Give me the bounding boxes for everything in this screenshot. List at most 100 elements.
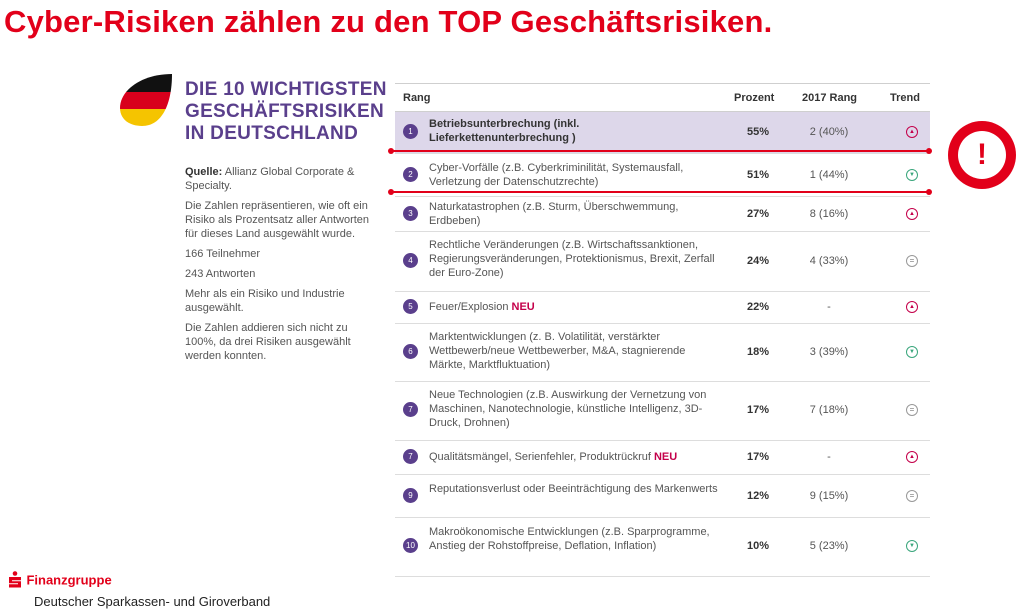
risk-text: Qualitätsmängel, Serienfehler, Produktrü… [429, 451, 651, 463]
table-row: 4 Rechtliche Veränderungen (z.B. Wirtscha… [395, 232, 930, 292]
prev-rank-value: 9 (15%) [809, 490, 849, 502]
header-percent: Prozent [734, 92, 775, 104]
source-notes: Quelle: Allianz Global Corporate & Speci… [185, 165, 375, 369]
germany-flag-icon [120, 74, 172, 126]
prev-rank-value: 2 (40%) [809, 126, 849, 138]
table-row: 6 Marktentwicklungen (z. B. Volatilität, … [395, 324, 930, 382]
highlight-line-top [388, 148, 932, 154]
sparkasse-logo: Finanzgruppe Deutscher Sparkassen- und G… [8, 571, 270, 609]
percent-value: 22% [747, 301, 770, 313]
risk-description: Feuer/Explosion NEU [429, 300, 719, 314]
prev-rank-value: 8 (16%) [809, 208, 849, 220]
prev-rank-value: 1 (44%) [809, 169, 849, 181]
risk-description: Neue Technologien (z.B. Auswirkung der V… [429, 388, 719, 430]
table-row: 10 Makroökonomische Entwicklungen (z.B. S… [395, 518, 930, 577]
sparkasse-s-icon [9, 571, 21, 588]
rank-badge: 1 [403, 124, 418, 139]
rank-badge: 2 [403, 167, 418, 182]
percent-value: 55% [747, 126, 770, 138]
table-row: 7 Qualitätsmängel, Serienfehler, Produktr… [395, 441, 930, 475]
risk-description: Cyber-Vorfälle (z.B. Cyberkriminilität, … [429, 161, 719, 189]
panel-heading-line: DIE 10 WICHTIGSTEN [185, 79, 387, 100]
alert-icon: ! [948, 121, 1016, 189]
trend-up-icon: ▲ [906, 126, 918, 138]
rank-badge: 4 [403, 253, 418, 268]
prev-rank-value: 7 (18%) [809, 404, 849, 416]
panel-heading-line: GESCHÄFTSRISIKEN [185, 101, 385, 122]
header-trend: Trend [890, 92, 920, 104]
trend-eq-icon: = [906, 490, 918, 502]
panel-heading-line: IN DEUTSCHLAND [185, 123, 359, 144]
source-label: Quelle: [185, 166, 223, 178]
risk-description: Qualitätsmängel, Serienfehler, Produktrü… [429, 450, 719, 464]
line-dot [388, 148, 394, 154]
risk-description: Rechtliche Veränderungen (z.B. Wirtschaf… [429, 238, 719, 280]
line-dot [926, 148, 932, 154]
brand-name: Finanzgruppe [26, 572, 112, 588]
line-dot [388, 189, 394, 195]
percent-value: 27% [747, 208, 770, 220]
header-rank: Rang [403, 92, 431, 104]
trend-eq-icon: = [906, 404, 918, 416]
page-title: Cyber-Risiken zählen zu den TOP Geschäft… [4, 4, 773, 39]
risk-description: Naturkatastrophen (z.B. Sturm, Überschwe… [429, 200, 719, 228]
table-row: 9 Reputationsverlust oder Beeinträchtigun… [395, 475, 930, 518]
note-text: 166 Teilnehmer [185, 248, 261, 260]
risk-text: Reputationsverlust oder Beeinträchtigung… [429, 483, 718, 495]
table-row: 7 Neue Technologien (z.B. Auswirkung der … [395, 382, 930, 441]
note-text: 243 Antworten [185, 268, 256, 280]
rank-badge: 10 [403, 538, 418, 553]
trend-eq-icon: = [906, 255, 918, 267]
percent-value: 18% [747, 346, 770, 358]
panel-heading: DIE 10 WICHTIGSTEN GESCHÄFTSRISIKEN IN D… [185, 79, 387, 145]
prev-rank-value: - [827, 301, 831, 313]
source-line: Quelle: Allianz Global Corporate & Speci… [185, 165, 375, 193]
risk-text: Feuer/Explosion [429, 301, 509, 313]
risk-description: Reputationsverlust oder Beeinträchtigung… [429, 482, 719, 496]
prev-rank-value: - [827, 451, 831, 463]
risk-description: Makroökonomische Entwicklungen (z.B. Spa… [429, 525, 719, 553]
line-dot [926, 189, 932, 195]
trend-down-icon: ▼ [906, 169, 918, 181]
percent-value: 10% [747, 540, 770, 552]
rank-badge: 5 [403, 299, 418, 314]
prev-rank-value: 4 (33%) [809, 255, 849, 267]
risk-text: Rechtliche Veränderungen (z.B. Wirtschaf… [429, 239, 715, 279]
percent-value: 51% [747, 169, 770, 181]
prev-rank-value: 5 (23%) [809, 540, 849, 552]
rank-badge: 7 [403, 402, 418, 417]
header-prev-rank: 2017 Rang [802, 92, 858, 104]
risk-description: Betriebsunterbrechung (inkl. Lieferkette… [429, 117, 719, 145]
table-body: 1 Betriebsunterbrechung (inkl. Lieferkett… [395, 112, 930, 577]
risk-text: Marktentwicklungen (z. B. Volatilität, v… [429, 331, 686, 371]
table-row: 3 Naturkatastrophen (z.B. Sturm, Überschw… [395, 197, 930, 232]
exclamation-icon: ! [958, 131, 1006, 179]
percent-value: 17% [747, 404, 770, 416]
table-row: 1 Betriebsunterbrechung (inkl. Lieferkett… [395, 112, 930, 154]
trend-up-icon: ▲ [906, 208, 918, 220]
new-badge: NEU [511, 301, 535, 313]
trend-up-icon: ▲ [906, 301, 918, 313]
risk-text: Cyber-Vorfälle (z.B. Cyberkriminilität, … [429, 162, 684, 188]
percent-value: 24% [747, 255, 770, 267]
rank-badge: 6 [403, 344, 418, 359]
risk-text: Naturkatastrophen (z.B. Sturm, Überschwe… [429, 201, 679, 227]
trend-down-icon: ▼ [906, 346, 918, 358]
risk-text: Betriebsunterbrechung (inkl. Lieferkette… [429, 118, 580, 144]
new-badge: NEU [653, 451, 678, 463]
risk-table: Rang Prozent 2017 Rang Trend 1 Betriebsun… [395, 83, 930, 577]
note-text: Mehr als ein Risiko und Industrie ausgew… [185, 288, 345, 314]
trend-up-icon: ▲ [906, 451, 918, 463]
note-text: Die Zahlen repräsentieren, wie oft ein R… [185, 200, 370, 240]
highlight-line-bottom [388, 189, 932, 195]
prev-rank-value: 3 (39%) [809, 346, 849, 358]
risk-text: Neue Technologien (z.B. Auswirkung der V… [429, 389, 707, 429]
source-text: Allianz Global Corporate & Specialty. [185, 166, 355, 192]
table-header: Rang Prozent 2017 Rang Trend [395, 83, 930, 112]
organization-name: Deutscher Sparkassen- und Giroverband [34, 594, 271, 609]
rank-badge: 7 [403, 449, 418, 464]
rank-badge: 9 [403, 488, 418, 503]
table-row: 5 Feuer/Explosion NEU 22% - ▲ [395, 292, 930, 324]
table-row: 2 Cyber-Vorfälle (z.B. Cyberkriminilität,… [395, 154, 930, 197]
percent-value: 17% [747, 451, 770, 463]
